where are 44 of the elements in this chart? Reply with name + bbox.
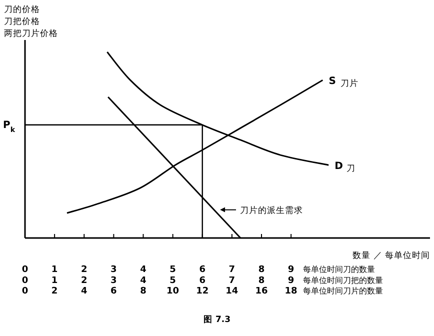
x2-tick-label: 12 xyxy=(196,286,209,297)
text: 8 xyxy=(258,276,265,286)
x2-tick-label: 2 xyxy=(51,286,58,297)
x-tick-label: 5 xyxy=(170,265,176,275)
x2-tick-label: 8 xyxy=(140,286,146,297)
x2-tick-label: 18 xyxy=(284,286,298,297)
text: 6 xyxy=(199,276,206,286)
x-tick-label: 8 xyxy=(258,265,265,275)
x2-axis-title: 每单位时间刀片的数量 xyxy=(303,286,383,296)
ref-line-label: P$_{k}$ xyxy=(3,120,16,134)
text: 1 xyxy=(51,276,58,286)
text: 两把刀片价格 xyxy=(4,28,58,39)
text: 刀片 xyxy=(340,78,359,90)
x-tick-label: 6 xyxy=(199,265,206,275)
text: 数量 ／ 每单位时间 xyxy=(352,250,430,261)
x-tick-label: 9 xyxy=(288,265,294,275)
text: 9 xyxy=(288,276,294,286)
text: 每单位时间刀把的数量 xyxy=(303,276,383,285)
text: 3 xyxy=(110,276,117,286)
legend-label: 刀片的派生需求 xyxy=(240,204,304,216)
x-tick-label: 7 xyxy=(228,265,236,275)
x2-tick-label: 0 xyxy=(22,286,28,297)
x2-tick-label: 4 xyxy=(80,286,88,297)
annotation: D xyxy=(334,161,343,172)
text: 4 xyxy=(140,276,146,286)
x-tick-label: 2 xyxy=(80,265,88,275)
text: 刀 xyxy=(346,164,356,174)
x-tick-label: 4 xyxy=(140,265,146,275)
x2-tick-label: 14 xyxy=(226,286,238,297)
text: 2 xyxy=(80,276,88,286)
caption: 图 7.3 xyxy=(203,314,231,325)
x-axis-title: 每单位时间刀的数量 xyxy=(303,265,375,274)
y-axis-title: 刀的价格 xyxy=(4,4,40,15)
annotation: S xyxy=(328,76,336,88)
x2-tick-label: 10 xyxy=(166,286,180,297)
x-tick-label: 1 xyxy=(51,265,58,275)
x-tick-label: 0 xyxy=(22,265,28,275)
text: 7 xyxy=(228,276,236,286)
x-tick-label: 3 xyxy=(110,265,117,275)
text: 0 xyxy=(22,276,28,286)
x2-tick-label: 6 xyxy=(110,286,117,297)
x2-tick-label: 16 xyxy=(255,286,268,297)
text: 5 xyxy=(170,276,176,286)
text: 刀把价格 xyxy=(4,16,40,27)
